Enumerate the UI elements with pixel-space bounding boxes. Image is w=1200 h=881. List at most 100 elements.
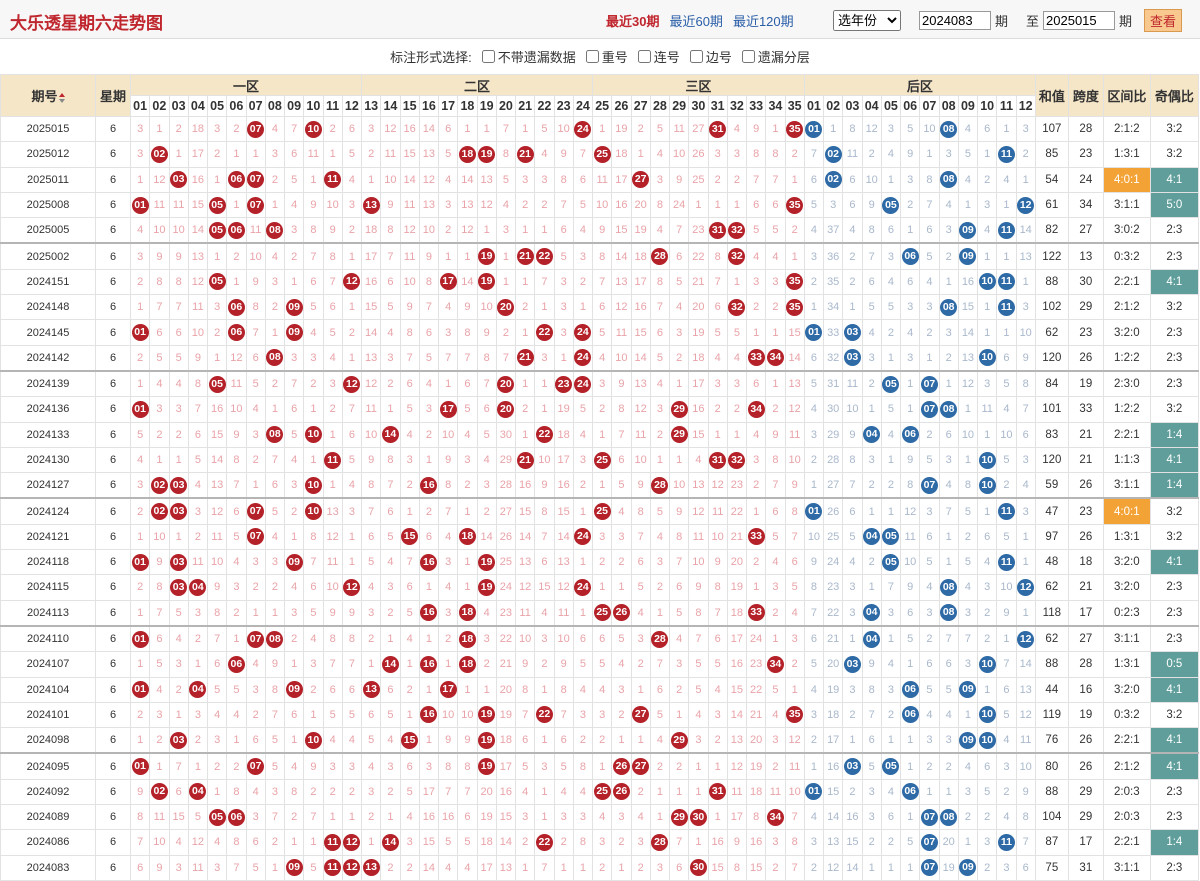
omission-cell: 1	[341, 294, 363, 321]
omission-cell: 16	[688, 396, 709, 423]
omission-cell: 33	[823, 319, 844, 346]
omission-cell: 8	[649, 268, 671, 296]
hit-cell: 10	[303, 472, 324, 499]
checkbox[interactable]	[741, 50, 755, 63]
omission-cell: 1	[341, 344, 363, 372]
omission-cell: 3	[938, 141, 959, 168]
hit-cell: 08	[938, 294, 959, 321]
front-ball: 16	[420, 553, 438, 571]
number-header: 02	[149, 95, 170, 117]
omission-cell: 9	[553, 141, 574, 168]
omission-cell: 10	[418, 217, 440, 244]
number-header: 10	[977, 95, 998, 117]
omission-cell: 1	[842, 727, 863, 754]
omission-cell: 6	[129, 854, 151, 881]
option[interactable]: 边号	[689, 47, 732, 66]
query-button[interactable]: 查看	[1144, 9, 1183, 32]
weekday-cell: 6	[95, 523, 131, 551]
checkbox[interactable]	[585, 50, 599, 63]
omission-cell: 2	[283, 242, 305, 270]
omission-cell: 4	[399, 421, 420, 448]
front-ball: 18	[458, 630, 476, 648]
period-cell: 2024127	[0, 472, 96, 499]
front-ball: 12	[343, 273, 361, 291]
omission-cell: 8	[630, 497, 651, 525]
omission-cell: 8	[572, 829, 594, 856]
front-ball: 22	[535, 248, 553, 266]
range-link[interactable]: 最近30期	[606, 14, 660, 29]
front-ball: 35	[786, 196, 804, 214]
omission-cell: 13	[418, 141, 440, 168]
omission-cell: 3	[1015, 497, 1036, 525]
omission-cell: 1	[996, 242, 1017, 270]
front-ball: 35	[786, 298, 804, 316]
omission-cell: 3	[707, 141, 728, 168]
front-ball: 06	[227, 298, 245, 316]
front-ball: 24	[574, 528, 592, 546]
omission-cell: 11	[303, 141, 324, 168]
omission-cell: 3	[842, 574, 863, 601]
omission-cell: 5	[938, 676, 959, 703]
omission-cell: 2	[226, 752, 247, 780]
omission-cell: 2	[418, 421, 440, 448]
checkbox[interactable]	[481, 50, 495, 63]
option[interactable]: 连号	[637, 47, 680, 66]
range-link[interactable]: 最近60期	[669, 14, 723, 29]
omission-cell: 16	[630, 294, 651, 321]
option[interactable]: 重号	[585, 47, 628, 66]
omission-cell: 3	[380, 574, 401, 601]
checkbox[interactable]	[637, 50, 651, 63]
omission-cell: 3	[553, 804, 574, 831]
option[interactable]: 遗漏分层	[741, 47, 810, 66]
omission-cell: 1	[476, 676, 497, 703]
omission-cell: 1	[264, 319, 286, 346]
omission-cell: 2	[380, 599, 401, 627]
omission-cell: 9	[303, 191, 324, 219]
weekday-cell: 6	[95, 727, 131, 754]
hit-cell: 07	[919, 804, 940, 831]
omission-cell: 10	[380, 166, 401, 193]
omission-cell: 29	[823, 421, 844, 448]
omission-cell: 2	[283, 804, 305, 831]
front-ball: 05	[208, 808, 226, 826]
period-cell: 2024089	[0, 804, 96, 831]
zone-ratio-cell: 2:2:1	[1102, 727, 1151, 754]
omission-cell: 1	[226, 624, 247, 653]
checkbox[interactable]	[689, 50, 703, 63]
omission-cell: 1	[129, 294, 151, 321]
omission-cell: 1	[380, 396, 401, 423]
range-link[interactable]: 最近120期	[732, 14, 794, 29]
odd-even-cell: 1:4	[1149, 829, 1199, 856]
from-input[interactable]	[919, 11, 991, 30]
omission-cell: 1	[495, 242, 517, 270]
hit-cell: 17	[438, 268, 459, 296]
omission-cell: 17	[495, 752, 517, 780]
omission-cell: 1	[534, 676, 555, 703]
weekday-cell: 6	[95, 242, 131, 270]
option[interactable]: 不带遗漏数据	[481, 47, 576, 66]
omission-cell: 14	[361, 319, 382, 346]
omission-cell: 9	[765, 421, 786, 448]
omission-cell: 5	[919, 242, 940, 270]
omission-cell: 1	[534, 369, 555, 398]
omission-cell: 2	[168, 421, 189, 448]
odd-even-cell: 2:3	[1149, 574, 1199, 601]
front-ball: 23	[555, 375, 573, 393]
omission-cell: 2	[399, 472, 420, 499]
omission-cell: 2	[726, 166, 748, 193]
odd-even-cell: 3:2	[1149, 701, 1199, 729]
year-select[interactable]: 选年份	[833, 10, 901, 31]
omission-cell: 11	[900, 523, 921, 551]
omission-cell: 4	[283, 574, 305, 601]
sum-cell: 75	[1034, 854, 1069, 881]
omission-cell: 8	[129, 804, 151, 831]
front-ball: 14	[381, 426, 399, 444]
to-input[interactable]	[1043, 11, 1116, 30]
omission-cell: 19	[630, 217, 651, 244]
omission-cell: 3	[206, 115, 228, 143]
omission-cell: 10	[361, 421, 382, 448]
number-header: 30	[688, 95, 709, 117]
draw-row: 2024121 6 1 10 1 2 11 5 07 4 1 8 12 1 6 5 15 6 4 18 14 26 14 7 1…	[0, 523, 1199, 551]
omission-cell: 19	[495, 701, 517, 729]
omission-cell: 4	[380, 319, 401, 346]
